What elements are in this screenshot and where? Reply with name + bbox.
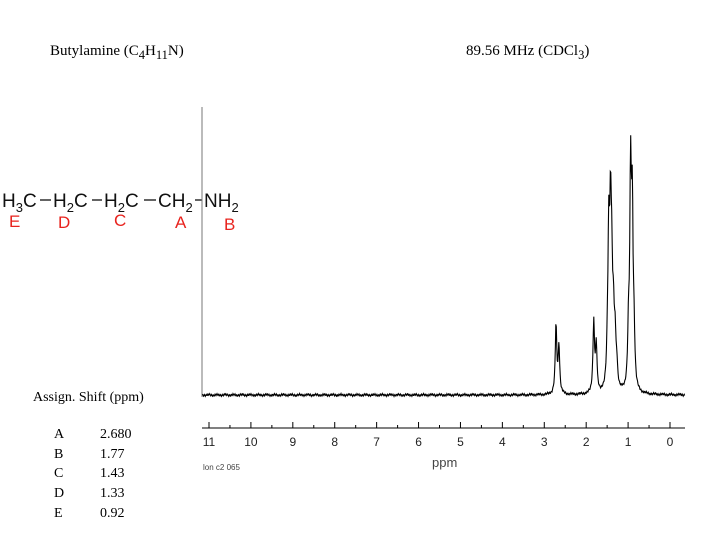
label-b: B	[224, 215, 235, 234]
x-tick-label: 6	[415, 435, 422, 449]
assignment-label: A	[54, 427, 65, 442]
x-tick-label: 2	[583, 435, 590, 449]
label-e: E	[9, 212, 20, 231]
group-e: H3C	[2, 191, 37, 215]
x-tick-label: 9	[289, 435, 296, 449]
compound-title: Butylamine (C4H11N)	[50, 43, 184, 62]
x-tick-label: 8	[331, 435, 338, 449]
spectrum-footnote: lon c2 065	[203, 463, 240, 472]
assignment-label: D	[54, 486, 65, 501]
x-tick-label: 7	[373, 435, 380, 449]
assignment-shift: 0.92	[100, 506, 125, 521]
group-a: CH2	[158, 191, 193, 215]
label-d: D	[58, 213, 70, 232]
x-tick-label: 4	[499, 435, 506, 449]
assignment-shift: 1.77	[100, 447, 125, 462]
x-axis-label: ppm	[432, 455, 457, 470]
x-tick-label: 3	[541, 435, 548, 449]
x-tick-label: 10	[244, 435, 258, 449]
label-a: A	[175, 213, 187, 232]
group-d: H2C	[53, 191, 88, 215]
assignment-label: B	[54, 447, 64, 462]
assignment-shift: 1.33	[100, 486, 125, 501]
assignment-header: Assign. Shift (ppm)	[33, 390, 144, 405]
spectrum-trace	[201, 135, 686, 398]
x-tick-label: 1	[625, 435, 632, 449]
assignment-shift: 2.680	[100, 427, 132, 442]
structure-diagram: H3C H2C H2C CH2 NH2 E D C A B	[2, 191, 239, 234]
assignment-label: E	[54, 506, 63, 521]
assignment-shift: 1.43	[100, 466, 125, 481]
x-tick-label: 11	[203, 435, 216, 449]
label-c: C	[114, 211, 126, 230]
group-b: NH2	[204, 191, 239, 215]
x-tick-label: 5	[457, 435, 464, 449]
spectrometer-info: 89.56 MHz (CDCl3)	[466, 43, 590, 62]
nmr-spectrum: 11 10 9 8 7 6 5 4 3 2 1 0 ppm lon c2 065	[201, 107, 686, 472]
group-c: H2C	[104, 191, 139, 215]
assignment-label: C	[54, 466, 64, 481]
x-tick-label: 0	[667, 435, 674, 449]
